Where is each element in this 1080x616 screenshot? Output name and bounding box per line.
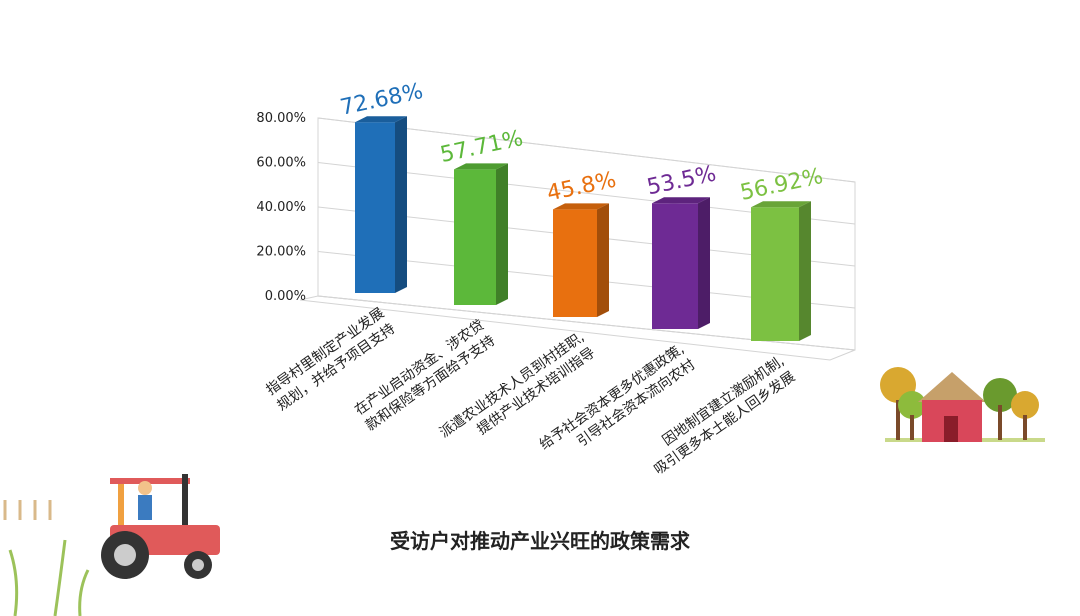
- value-label: 53.5%: [645, 161, 719, 200]
- y-tick-label: 0.00%: [265, 289, 306, 304]
- bar: [652, 203, 698, 329]
- y-tick-label: 60.00%: [256, 156, 306, 171]
- y-tick-label: 80.00%: [256, 111, 306, 126]
- value-label: 45.8%: [545, 168, 619, 207]
- y-tick-label: 20.00%: [256, 245, 306, 260]
- bar-side: [799, 201, 811, 341]
- bar-group: [553, 203, 609, 317]
- bar-top: [355, 116, 407, 123]
- bar-group: [652, 197, 710, 329]
- bar-top: [553, 203, 609, 210]
- bar-side: [395, 116, 407, 294]
- value-label: 72.68%: [338, 79, 425, 121]
- value-label: 57.71%: [438, 126, 525, 168]
- bar: [454, 169, 496, 305]
- bar-side: [597, 203, 609, 317]
- bar-group: [355, 116, 407, 294]
- bar-group: [751, 201, 811, 341]
- bar: [751, 207, 799, 341]
- y-tick-label: 40.00%: [256, 200, 306, 215]
- bar-top: [454, 163, 508, 170]
- bar: [553, 209, 597, 317]
- bar-group: [454, 163, 508, 305]
- x-tick-label: 因地制宜建立激励机制,吸引更多本土能人回乡发展: [640, 352, 798, 478]
- bar-side: [698, 197, 710, 329]
- decoration: [3, 367, 1045, 616]
- chart-title: 受访户对推动产业兴旺的政策需求: [390, 529, 691, 553]
- value-label: 56.92%: [738, 164, 825, 206]
- bar-top: [652, 197, 710, 204]
- bar: [355, 122, 395, 294]
- bar-top: [751, 201, 811, 208]
- grid-line: [317, 117, 856, 183]
- bar-side: [496, 163, 508, 305]
